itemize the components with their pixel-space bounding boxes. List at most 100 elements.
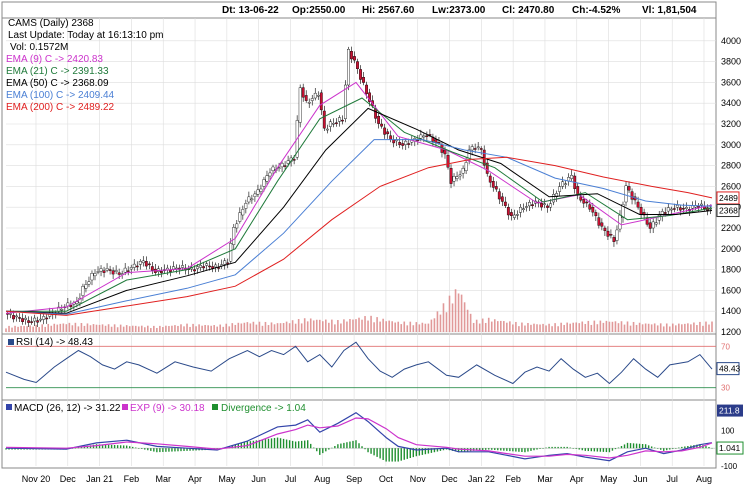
candle-body (525, 206, 528, 208)
volume-bar (412, 325, 415, 332)
volume-bar (56, 324, 59, 332)
volume-bar (364, 316, 366, 332)
volume-bar (325, 319, 327, 332)
volume-bar (228, 326, 231, 332)
divergence-bar (566, 446, 568, 449)
volume-bar (620, 321, 623, 332)
divergence-bar (605, 448, 608, 453)
volume-bar (11, 327, 13, 332)
divergence-bar (503, 448, 505, 451)
price-tick-label: 4000 (721, 36, 741, 46)
volume-bar (557, 326, 559, 332)
divergence-bar (515, 448, 517, 452)
divergence-bar (687, 446, 689, 449)
divergence-bar (527, 448, 529, 452)
volume-bar (276, 323, 279, 332)
candle-body (383, 127, 387, 135)
divergence-bar (388, 448, 390, 462)
divergence-bar (243, 442, 246, 449)
divergence-bar (334, 446, 336, 449)
divergence-bar (548, 446, 550, 449)
divergence-bar (313, 447, 315, 449)
date-tick-label: Dec (60, 474, 77, 484)
volume-bar (68, 322, 71, 332)
volume-bar (560, 322, 562, 332)
candle-body (666, 207, 670, 212)
volume-bar (150, 328, 152, 332)
volume-bar (240, 323, 243, 332)
candle-body (552, 194, 556, 203)
divergence-bar (406, 448, 408, 459)
divergence-bar (436, 448, 439, 452)
divergence-title: Divergence -> 1.04 (221, 403, 306, 414)
divergence-bar (319, 448, 321, 455)
candle-body (359, 69, 362, 80)
signal-title: EXP (9) -> 30.18 (130, 403, 205, 414)
volume-bar (177, 325, 179, 332)
divergence-bar (119, 445, 122, 449)
legend-ema200: EMA (200) C -> 2489.22 (6, 102, 115, 113)
candle-body (700, 203, 703, 206)
divergence-bar (346, 442, 348, 449)
date-tick-label: Feb (505, 474, 521, 484)
candle-body (657, 215, 661, 221)
candle-body (479, 148, 483, 150)
divergence-bar (663, 448, 665, 451)
divergence-bar (497, 448, 499, 451)
rsi-badge-box (716, 362, 740, 376)
divergence-bar (285, 439, 288, 449)
divergence-bar (180, 448, 182, 452)
volume-bar (367, 320, 369, 332)
candle-body (624, 185, 628, 203)
candle-body (45, 317, 49, 320)
volume-bar (294, 323, 297, 332)
volume-bar (548, 323, 550, 332)
divergence-bar (575, 448, 577, 449)
candle-body (512, 214, 516, 218)
divergence-bar (442, 448, 445, 451)
divergence-bar (373, 448, 375, 456)
volume-bar (47, 323, 50, 332)
divergence-bar (641, 444, 644, 449)
volume-bar (44, 326, 47, 332)
candle-body (292, 159, 296, 161)
candle-body (96, 271, 100, 273)
volume-bar (388, 320, 390, 332)
volume-bar (512, 324, 514, 332)
volume-bar (518, 326, 520, 332)
rsi-badge-label: 48.43 (719, 364, 741, 374)
date-tick-label: Mar (155, 474, 171, 484)
candle-body (259, 188, 263, 192)
divergence-bar (186, 448, 188, 451)
candle-body (564, 183, 568, 185)
ema-line-4 (5, 156, 713, 316)
volume-total-label: Vl: 1,81,504 (642, 5, 697, 16)
volume-bar (261, 325, 264, 332)
candle-body (21, 318, 24, 322)
volume-bar (527, 322, 529, 332)
date-tick-label: May (600, 474, 618, 484)
candle-body (262, 179, 266, 187)
volume-bar (681, 324, 683, 332)
legend-ema50: EMA (50) C -> 2368.09 (6, 78, 109, 89)
divergence-bar (370, 448, 372, 454)
volume-bar (168, 326, 170, 332)
candle-body (286, 160, 290, 164)
candle-body (503, 201, 507, 206)
divergence-bar (611, 448, 614, 451)
divergence-bar (578, 448, 580, 450)
volume-bar (545, 325, 547, 332)
divergence-bar (518, 448, 520, 452)
volume-bar (599, 320, 602, 332)
candle-body (24, 317, 28, 320)
date-tick-label: Jan 22 (468, 474, 495, 484)
ema-lines (5, 81, 713, 316)
divergence-bar (150, 448, 152, 451)
volume-bar (656, 325, 659, 332)
signal-line (5, 417, 713, 459)
volume-bar (17, 326, 19, 332)
candle-body (506, 206, 510, 216)
divergence-bar (418, 448, 421, 456)
date-tick-label: Feb (124, 474, 140, 484)
divergence-badge-label: 1.041 (719, 443, 741, 453)
